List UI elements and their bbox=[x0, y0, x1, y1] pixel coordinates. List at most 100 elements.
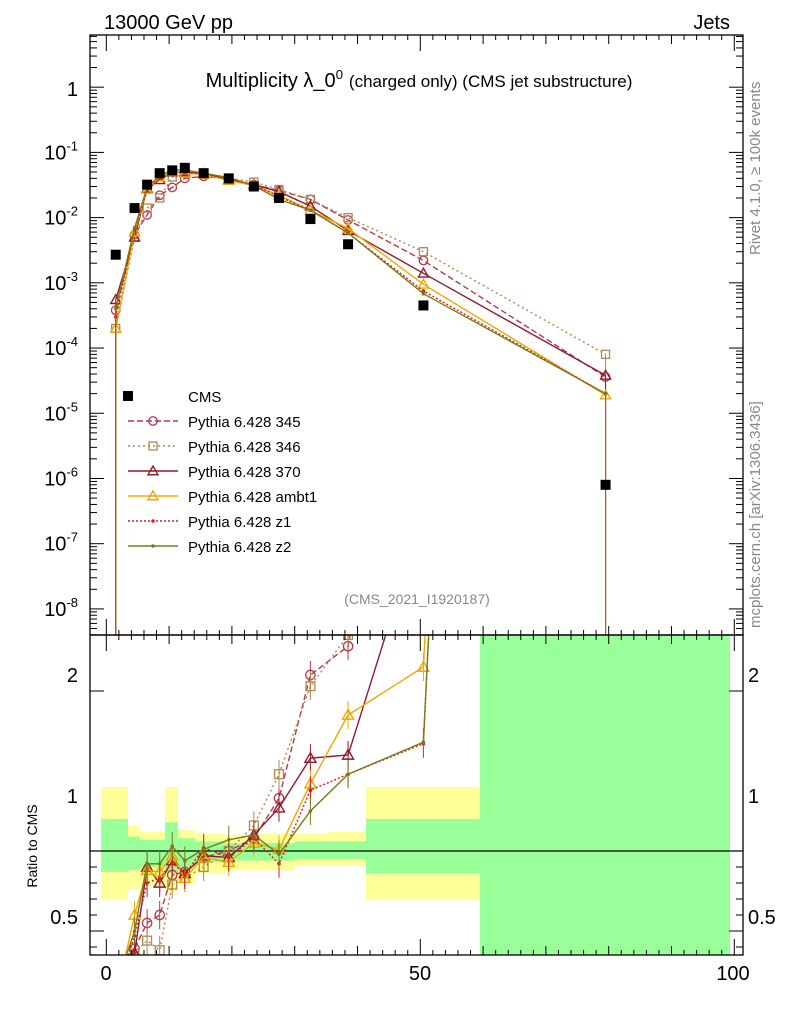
cms-point-7 bbox=[223, 173, 234, 184]
ratio-5-point-7 bbox=[226, 838, 231, 842]
y-tick-label-exp--7: -7 bbox=[66, 530, 78, 545]
ratio-tick-label-right-1: 1 bbox=[748, 786, 759, 808]
series-1-point-13 bbox=[600, 349, 611, 360]
y-tick-label-base--8: 10 bbox=[44, 599, 66, 621]
ratio-4-point-4 bbox=[170, 860, 175, 864]
series-line-2 bbox=[115, 171, 606, 377]
x-tick-label-50: 50 bbox=[409, 963, 431, 985]
ratio-tick-label-right-2: 2 bbox=[748, 665, 759, 687]
series-line-1 bbox=[115, 172, 606, 356]
ratio-5-point-4 bbox=[170, 844, 175, 848]
series-1-point-3 bbox=[155, 193, 165, 203]
ratio-line-0 bbox=[130, 635, 351, 955]
band-inner-last bbox=[480, 635, 730, 955]
ratio-4-point-5 bbox=[183, 873, 187, 877]
y-tick-label-exp--1: -1 bbox=[66, 138, 78, 153]
cms-point-1 bbox=[129, 203, 140, 214]
cms-point-5 bbox=[179, 162, 190, 173]
ratio-2-point-9 bbox=[272, 800, 286, 813]
series-0-point-4 bbox=[167, 182, 178, 193]
header-left: 13000 GeV pp bbox=[104, 12, 233, 34]
x-tick-label-100: 100 bbox=[716, 963, 749, 985]
header-right: Jets bbox=[693, 12, 730, 34]
band-inner-1 bbox=[128, 836, 140, 871]
y-tick-label-base--6: 10 bbox=[44, 468, 66, 490]
y-tick-label-1-text: 1 bbox=[67, 79, 78, 101]
ratio-4-point-10 bbox=[308, 788, 313, 792]
ratio-line-4 bbox=[127, 635, 430, 955]
cms-point-3 bbox=[154, 168, 165, 179]
band-inner-8 bbox=[295, 841, 330, 859]
ratio-5-point-9 bbox=[277, 852, 281, 856]
ratio-4-point-3 bbox=[157, 876, 162, 880]
legend-label-0: Pythia 6.428 345 bbox=[188, 414, 301, 431]
legend-marker-1 bbox=[148, 441, 158, 451]
series-line-0 bbox=[115, 175, 606, 378]
ratio-5-point-6 bbox=[201, 847, 206, 852]
ratio-5-point-10 bbox=[308, 809, 313, 813]
y-tick-label-base--4: 10 bbox=[44, 338, 66, 360]
ratio-tick-label-left-2: 2 bbox=[67, 665, 78, 687]
ratio-line-5 bbox=[125, 635, 430, 955]
ratio-1-point-9 bbox=[273, 769, 285, 780]
legend-marker-4 bbox=[151, 519, 155, 523]
ratio-5-point-12 bbox=[421, 740, 426, 744]
series-1-point-12 bbox=[418, 247, 429, 257]
series-5-point-1 bbox=[132, 225, 137, 230]
series-2-point-12 bbox=[417, 266, 430, 278]
ratio-4-point-7 bbox=[226, 855, 231, 860]
y-tick-label-base--3: 10 bbox=[44, 273, 66, 295]
series-4-point-12 bbox=[421, 289, 426, 293]
side-label-mcplots: mcplots.cern.ch [arXiv:1306.3436] bbox=[747, 401, 764, 628]
legend-marker-3 bbox=[146, 489, 160, 501]
y-tick-label-base--7: 10 bbox=[44, 534, 66, 556]
cms-point-11 bbox=[343, 239, 354, 250]
legend-label-cms: CMS bbox=[188, 389, 221, 406]
cms-point-4 bbox=[167, 165, 178, 176]
y-tick-label-exp--8: -8 bbox=[66, 595, 78, 610]
ratio-5-point-1 bbox=[132, 929, 137, 933]
y-tick-label--8: 10-8 bbox=[44, 595, 78, 621]
y-tick-label-base--1: 10 bbox=[44, 142, 66, 164]
ratio-ylabel: Ratio to CMS bbox=[24, 804, 40, 887]
legend-marker-cms bbox=[123, 391, 133, 401]
band-inner-0 bbox=[101, 819, 128, 872]
cms-point-8 bbox=[248, 181, 259, 192]
cms-point-6 bbox=[198, 168, 209, 179]
y-tick-label--6: 10-6 bbox=[44, 464, 78, 490]
main-plot-area bbox=[109, 162, 612, 635]
legend-label-3: Pythia 6.428 ambt1 bbox=[188, 489, 317, 506]
analysis-id: (CMS_2021_I1920187) bbox=[344, 591, 490, 607]
y-tick-label-exp--2: -2 bbox=[66, 204, 78, 219]
y-tick-label-exp--4: -4 bbox=[66, 334, 78, 349]
ratio-line-3 bbox=[124, 635, 426, 955]
cms-point-13 bbox=[600, 479, 611, 490]
y-tick-label--2: 10-2 bbox=[44, 204, 78, 230]
ratio-line-1 bbox=[133, 635, 349, 955]
y-tick-label-base--5: 10 bbox=[44, 403, 66, 425]
series-1-point-10 bbox=[305, 194, 316, 205]
series-0-point-2 bbox=[142, 210, 153, 220]
ratio-1-point-11 bbox=[343, 635, 354, 641]
legend-label-4: Pythia 6.428 z1 bbox=[188, 514, 291, 531]
series-5-point-13 bbox=[603, 391, 608, 396]
ratio-0-point-3 bbox=[154, 909, 166, 921]
cms-point-10 bbox=[305, 214, 316, 225]
ratio-5-point-3 bbox=[157, 862, 162, 866]
y-tick-label-base--2: 10 bbox=[44, 208, 66, 230]
ratio-4-point-2 bbox=[145, 881, 149, 885]
series-5-point-10 bbox=[308, 208, 313, 212]
y-tick-label--1: 10-1 bbox=[44, 138, 78, 164]
ratio-3-point-12 bbox=[416, 660, 431, 672]
ratio-tick-label-left-1: 1 bbox=[67, 786, 78, 808]
series-5-point-11 bbox=[346, 231, 350, 235]
y-tick-label--3: 10-3 bbox=[44, 269, 78, 295]
ratio-5-point-2 bbox=[145, 862, 149, 866]
title-suffix: (charged only) (CMS jet substructure) bbox=[349, 72, 632, 91]
series-5-point-12 bbox=[421, 291, 426, 296]
ratio-tick-label-right-0: 0.5 bbox=[748, 907, 776, 929]
y-tick-label-exp--5: -5 bbox=[66, 399, 78, 414]
band-inner-10 bbox=[366, 819, 480, 874]
title-sup: 0 bbox=[336, 67, 343, 82]
series-line-3 bbox=[115, 170, 606, 396]
